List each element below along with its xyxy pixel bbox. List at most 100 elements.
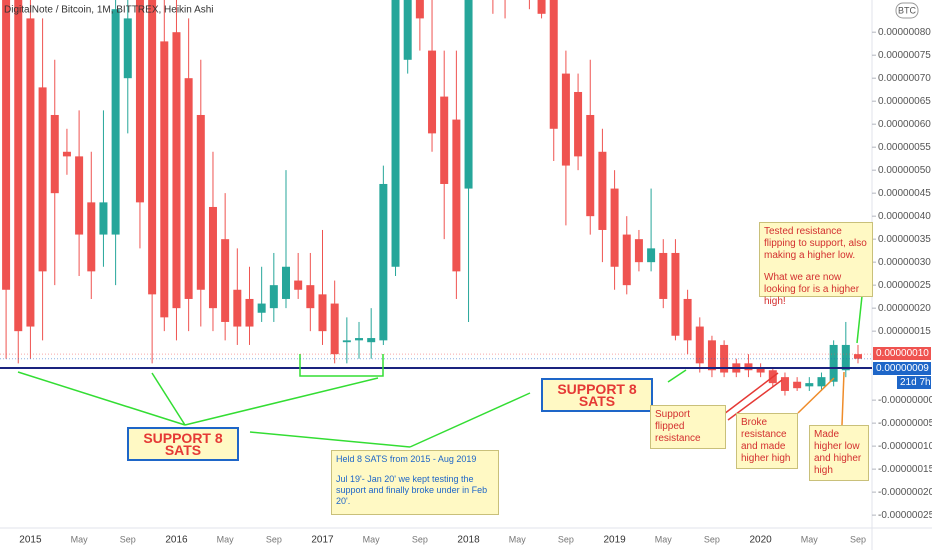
candle-body [208,206,217,309]
annotation-lines [17,295,863,448]
candle-body [647,248,656,263]
x-tick-label: 2015 [19,535,42,546]
candle-body [537,0,546,14]
candle-body [160,41,169,318]
currency-badge [895,2,919,19]
currency-label: BTC [898,5,917,15]
x-tick-label: 2018 [457,535,480,546]
y-tick-label: 0.00000035 [878,234,931,245]
candle-body [2,0,11,290]
x-tick-label: May [509,534,527,544]
x-tick-label: May [655,534,673,544]
annotation: Held 8 SATS from 2015 - Aug 2019 [336,454,477,464]
x-tick-label: May [71,534,89,544]
candle-body [26,18,35,327]
candle-body [720,344,729,373]
candle-body [756,367,765,373]
x-tick-label: May [363,534,381,544]
x-tick-label: Sep [704,534,720,544]
candle-body [50,114,59,194]
candle-body [342,340,351,343]
candle-body [221,239,230,322]
candle-body [598,151,607,230]
x-tick-label: Sep [412,534,428,544]
annotation-box: Tested resistance flipping to support, a… [759,222,873,307]
candle-body [695,326,704,364]
candle-body [269,285,278,309]
candle-body [245,298,254,327]
candle-body [355,338,364,341]
candle-body [330,303,339,355]
candle-body [281,266,290,299]
y-tick-label: 0.00000060 [878,119,931,130]
y-tick-label: 0.00000075 [878,50,931,61]
annotation: SUPPORT 8 SATS [541,378,653,412]
price-label: 0.00000009 [873,361,931,375]
y-tick-label: 0.00000080 [878,27,931,38]
candle-body [184,78,193,299]
candle-body [841,344,850,371]
candle-body [659,252,668,299]
y-tick-label: -0.00000010 [878,441,932,452]
candle-body [62,151,71,157]
annotation: Tested resistance flipping to support, a… [764,226,867,261]
candle-body [707,340,716,371]
candle-body [415,0,424,19]
candle-body [805,383,814,387]
countdown-label: 21d 7h [897,376,931,389]
annotation: Support flipped resistance [650,405,726,449]
candle-body [38,87,47,272]
candle-body [817,377,826,387]
y-tick-label: -0.00000025 [878,510,932,521]
x-tick-label: 2019 [603,535,626,546]
x-tick-label: Sep [120,534,136,544]
y-tick-label: 0.00000040 [878,211,931,222]
chart-title: DigitalNote / Bitcoin, 1M, BITTREX, Heik… [4,5,214,16]
candle-body [403,0,412,60]
candle-body [464,0,473,189]
candle-body [306,285,315,309]
candle-body [622,234,631,286]
y-tick-label: 0.00000070 [878,73,931,84]
x-tick-label: 2017 [311,535,334,546]
y-tick-label: -0.00000015 [878,464,932,475]
candle-body [391,0,400,267]
y-tick-label: 0.00000030 [878,257,931,268]
x-tick-label: 2020 [750,535,773,546]
candle-body [87,202,96,272]
y-tick-label: 0.00000025 [878,280,931,291]
y-tick-label: 0.00000045 [878,188,931,199]
annotation: SUPPORT 8 SATS [127,427,239,461]
candle-body [744,363,753,371]
candle-body [780,377,789,391]
candle-body [829,344,838,382]
y-tick-label: -0.00000000 [878,395,932,406]
x-tick-label: May [801,534,819,544]
candle-body [549,0,558,129]
y-tick-label: 0.00000015 [878,326,931,337]
y-tick-label: -0.00000005 [878,418,932,429]
candle-body [111,9,120,235]
candle-body [99,202,108,235]
candle-body [440,96,449,184]
x-tick-label: May [217,534,235,544]
candle-body [14,0,23,332]
candle-body [233,289,242,327]
x-tick-label: Sep [558,534,574,544]
y-tick-label: 0.00000050 [878,165,931,176]
candle-body [196,114,205,290]
candle-body [853,354,862,359]
candle-body [379,183,388,341]
annotation-box: Held 8 SATS from 2015 - Aug 2019 Jul 19'… [331,450,499,515]
candle-body [148,0,157,295]
candle-body [367,338,376,343]
price-label: 0.00000010 [873,347,931,361]
candle-body [683,298,692,341]
x-tick-label: 2016 [165,535,188,546]
candle-body [294,280,303,290]
x-tick-label: Sep [850,534,866,544]
x-tick-label: Sep [266,534,282,544]
y-tick-label: 0.00000020 [878,303,931,314]
